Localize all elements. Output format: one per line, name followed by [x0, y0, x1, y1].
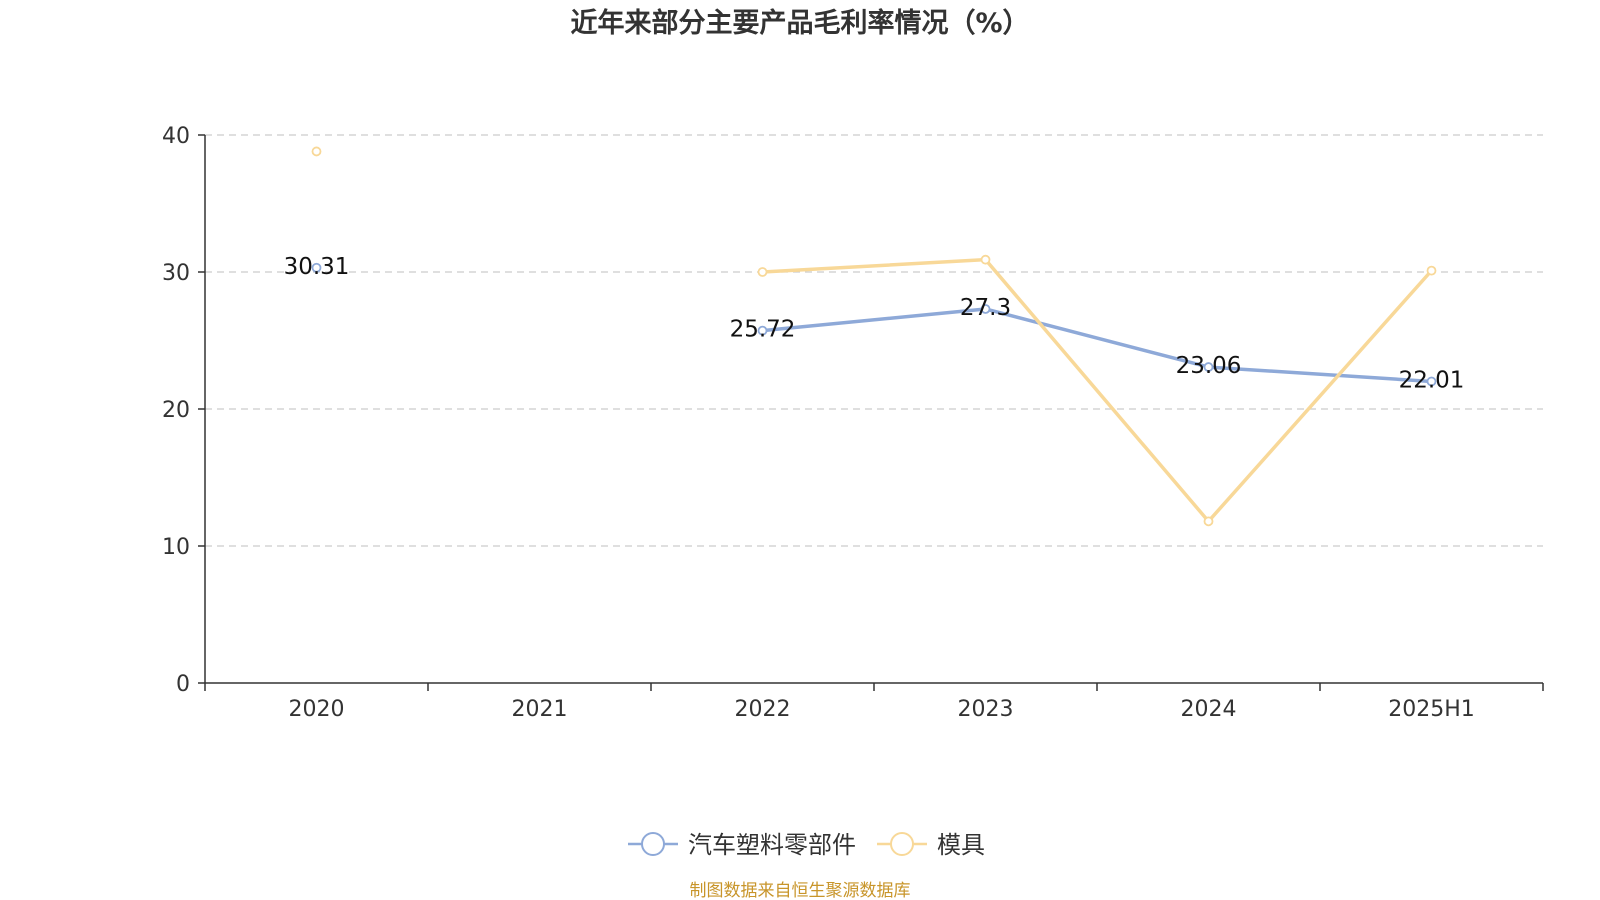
y-tick-label: 20: [162, 398, 190, 423]
axes: 0 10 20 30 40 2020 2021 2022 2023 2024 2025H1: [162, 124, 1544, 722]
data-label: 30.31: [284, 254, 350, 280]
data-label: 23.06: [1176, 353, 1242, 379]
y-tick-label: 10: [162, 535, 190, 560]
chart-title: 近年来部分主要产品毛利率情况（%）: [570, 7, 1029, 39]
data-point: [757, 325, 768, 336]
x-tick-label: 2021: [512, 697, 568, 722]
data-point: [980, 304, 991, 314]
x-tick-label: 2020: [289, 697, 345, 722]
data-point: [1426, 376, 1437, 387]
legend-label: 模具: [937, 831, 985, 859]
x-tick-label: 2024: [1181, 697, 1237, 722]
legend: 汽车塑料零部件 模具: [628, 831, 985, 859]
data-point: [980, 254, 991, 265]
legend-marker: [890, 832, 914, 856]
data-point: [1203, 362, 1214, 372]
data-labels: 30.31 25.72 27.3 23.06 22.01: [284, 254, 1465, 394]
y-tick-label: 30: [162, 261, 190, 286]
data-point: [311, 146, 322, 157]
legend-marker: [641, 832, 665, 856]
x-tick-label: 2023: [958, 697, 1014, 722]
series-lines: [311, 146, 1437, 527]
data-label: 27.3: [960, 295, 1011, 321]
legend-label: 汽车塑料零部件: [688, 831, 856, 859]
series-line: [762, 307, 1432, 384]
grid-lines: [205, 134, 1543, 547]
data-point: [311, 262, 322, 273]
y-tick-label: 40: [162, 124, 190, 149]
y-tick-label: 0: [176, 672, 190, 697]
x-tick-label: 2025H1: [1388, 697, 1475, 722]
data-label: 22.01: [1399, 367, 1465, 393]
data-point: [1203, 516, 1214, 527]
x-tick-label: 2022: [735, 697, 791, 722]
data-point: [1426, 265, 1437, 276]
series-line: [762, 257, 1433, 524]
data-label: 25.72: [730, 317, 796, 343]
source-note: 制图数据来自恒生聚源数据库: [690, 881, 911, 900]
data-point: [757, 267, 768, 277]
